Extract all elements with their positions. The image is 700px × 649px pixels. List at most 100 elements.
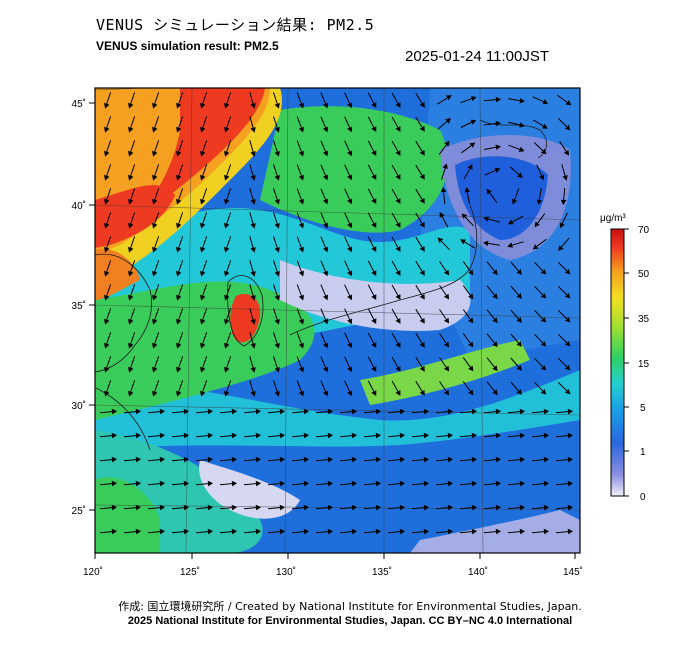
wind-arrow-head	[371, 390, 377, 397]
wind-arrow-head	[183, 504, 190, 511]
wind-arrow-head	[443, 365, 450, 372]
wind-arrow-head	[200, 150, 206, 157]
wind-arrow-head	[274, 174, 280, 181]
wind-arrow-head	[471, 528, 478, 535]
wind-arrow-head	[323, 198, 329, 205]
wind-arrow-head	[231, 504, 238, 511]
wind-arrow-head	[443, 389, 450, 396]
wind-arrow-head	[495, 408, 502, 415]
wind-arrow-head	[250, 199, 256, 205]
wind-arrow-head	[395, 198, 401, 204]
wind-arrow-head	[347, 126, 353, 133]
wind-arrow-head	[298, 126, 305, 133]
wind-arrow-head	[183, 408, 190, 415]
wind-arrow-head	[303, 408, 310, 415]
wind-arrow-head	[159, 480, 166, 487]
credit-line-license: 2025 National Institute for Environmenta…	[127, 615, 573, 627]
wind-arrow-head	[250, 223, 256, 229]
wind-arrow-head	[135, 408, 142, 415]
wind-arrow-head	[298, 366, 305, 373]
wind-arrow-head	[128, 246, 134, 253]
wind-arrow-head	[443, 317, 450, 324]
wind-arrow-head	[255, 528, 262, 535]
wind-arrow-head	[224, 198, 230, 205]
wind-arrow-head	[207, 408, 214, 415]
wind-arrow-head	[327, 408, 334, 415]
wind-arrow-head	[495, 456, 502, 463]
wind-arrow-head	[371, 198, 377, 205]
wind-arrow-head	[207, 456, 214, 463]
wind-arrow-head	[200, 390, 206, 397]
wind-arrow-head	[371, 294, 377, 301]
lat-label-40: 40˚	[72, 200, 86, 212]
wind-arrow-head	[274, 390, 280, 397]
wind-arrow-head	[564, 364, 571, 371]
wind-arrow-head	[176, 150, 182, 157]
wind-arrow-head	[135, 480, 142, 487]
wind-arrow-head	[176, 222, 182, 229]
wind-arrow-head	[104, 246, 110, 253]
wind-arrow-head	[495, 432, 502, 439]
wind-arrow-head	[495, 480, 502, 487]
wind-arrow-head	[176, 174, 182, 181]
wind-arrow-head	[445, 95, 452, 101]
wind-arrow-head	[519, 432, 526, 439]
wind-arrow-head	[567, 432, 574, 439]
wind-arrow-head	[437, 237, 444, 244]
wind-arrow-head	[152, 126, 158, 133]
wind-arrow-head	[224, 174, 230, 181]
wind-arrow-head	[516, 365, 522, 371]
lat-label-45: 45˚	[72, 98, 86, 110]
wind-arrow-head	[447, 504, 454, 511]
wind-arrow-head	[298, 246, 305, 253]
wind-arrow-head	[540, 317, 547, 323]
wind-arrow-head	[274, 342, 280, 349]
wind-arrow-head	[298, 150, 305, 157]
graticule	[95, 88, 580, 553]
wind-arrow-head	[395, 390, 401, 396]
colorbar-tick-70: 70	[638, 225, 650, 236]
wind-arrow-head	[565, 100, 572, 106]
wind-arrow-head	[279, 408, 286, 415]
wind-arrow-head	[183, 456, 190, 463]
concentration-field	[95, 88, 580, 553]
wind-arrow-head	[516, 293, 522, 299]
wind-arrow-head	[207, 528, 214, 535]
wind-arrow-head	[111, 504, 118, 511]
wind-arrow-head	[443, 341, 450, 348]
wind-arrow-head	[567, 504, 574, 511]
wind-arrow-head	[231, 456, 238, 463]
wind-arrow-head	[423, 408, 430, 415]
wind-arrow-head	[419, 269, 425, 276]
wind-arrow-head	[423, 456, 430, 463]
colorbar-tick-15: 15	[638, 359, 650, 370]
wind-arrow-head	[468, 293, 474, 300]
wind-arrow-head	[469, 142, 476, 148]
wind-arrow-head	[159, 432, 166, 439]
wind-arrow-head	[104, 174, 110, 181]
wind-arrow-head	[323, 102, 329, 109]
wind-arrow-head	[351, 480, 358, 487]
wind-arrow-head	[111, 456, 118, 463]
wind-arrow-head	[423, 432, 430, 439]
wind-arrow-head	[371, 222, 377, 229]
wind-arrow-head	[371, 150, 377, 157]
wind-arrow-head	[492, 365, 498, 372]
wind-arrow-head	[104, 270, 110, 277]
wind-arrow-head	[279, 456, 286, 463]
wind-arrow-head	[111, 432, 118, 439]
wind-arrow-head	[176, 102, 182, 109]
wind-arrow-head	[375, 408, 382, 415]
wind-arrow-head	[152, 246, 158, 253]
wind-arrow-head	[298, 294, 305, 301]
colorbar-scale	[610, 228, 625, 497]
wind-arrow-head	[419, 389, 425, 396]
wind-arrow-head	[231, 432, 238, 439]
wind-arrow-head	[104, 366, 110, 373]
colorbar: μg/m³ 70 50 35 15 5 1 0	[600, 213, 650, 503]
wind-arrow-head	[464, 187, 471, 193]
wind-arrow-head	[371, 126, 377, 133]
wind-arrow-head	[207, 432, 214, 439]
wind-arrow-head	[224, 318, 230, 325]
lat-label-30: 30˚	[72, 400, 86, 412]
